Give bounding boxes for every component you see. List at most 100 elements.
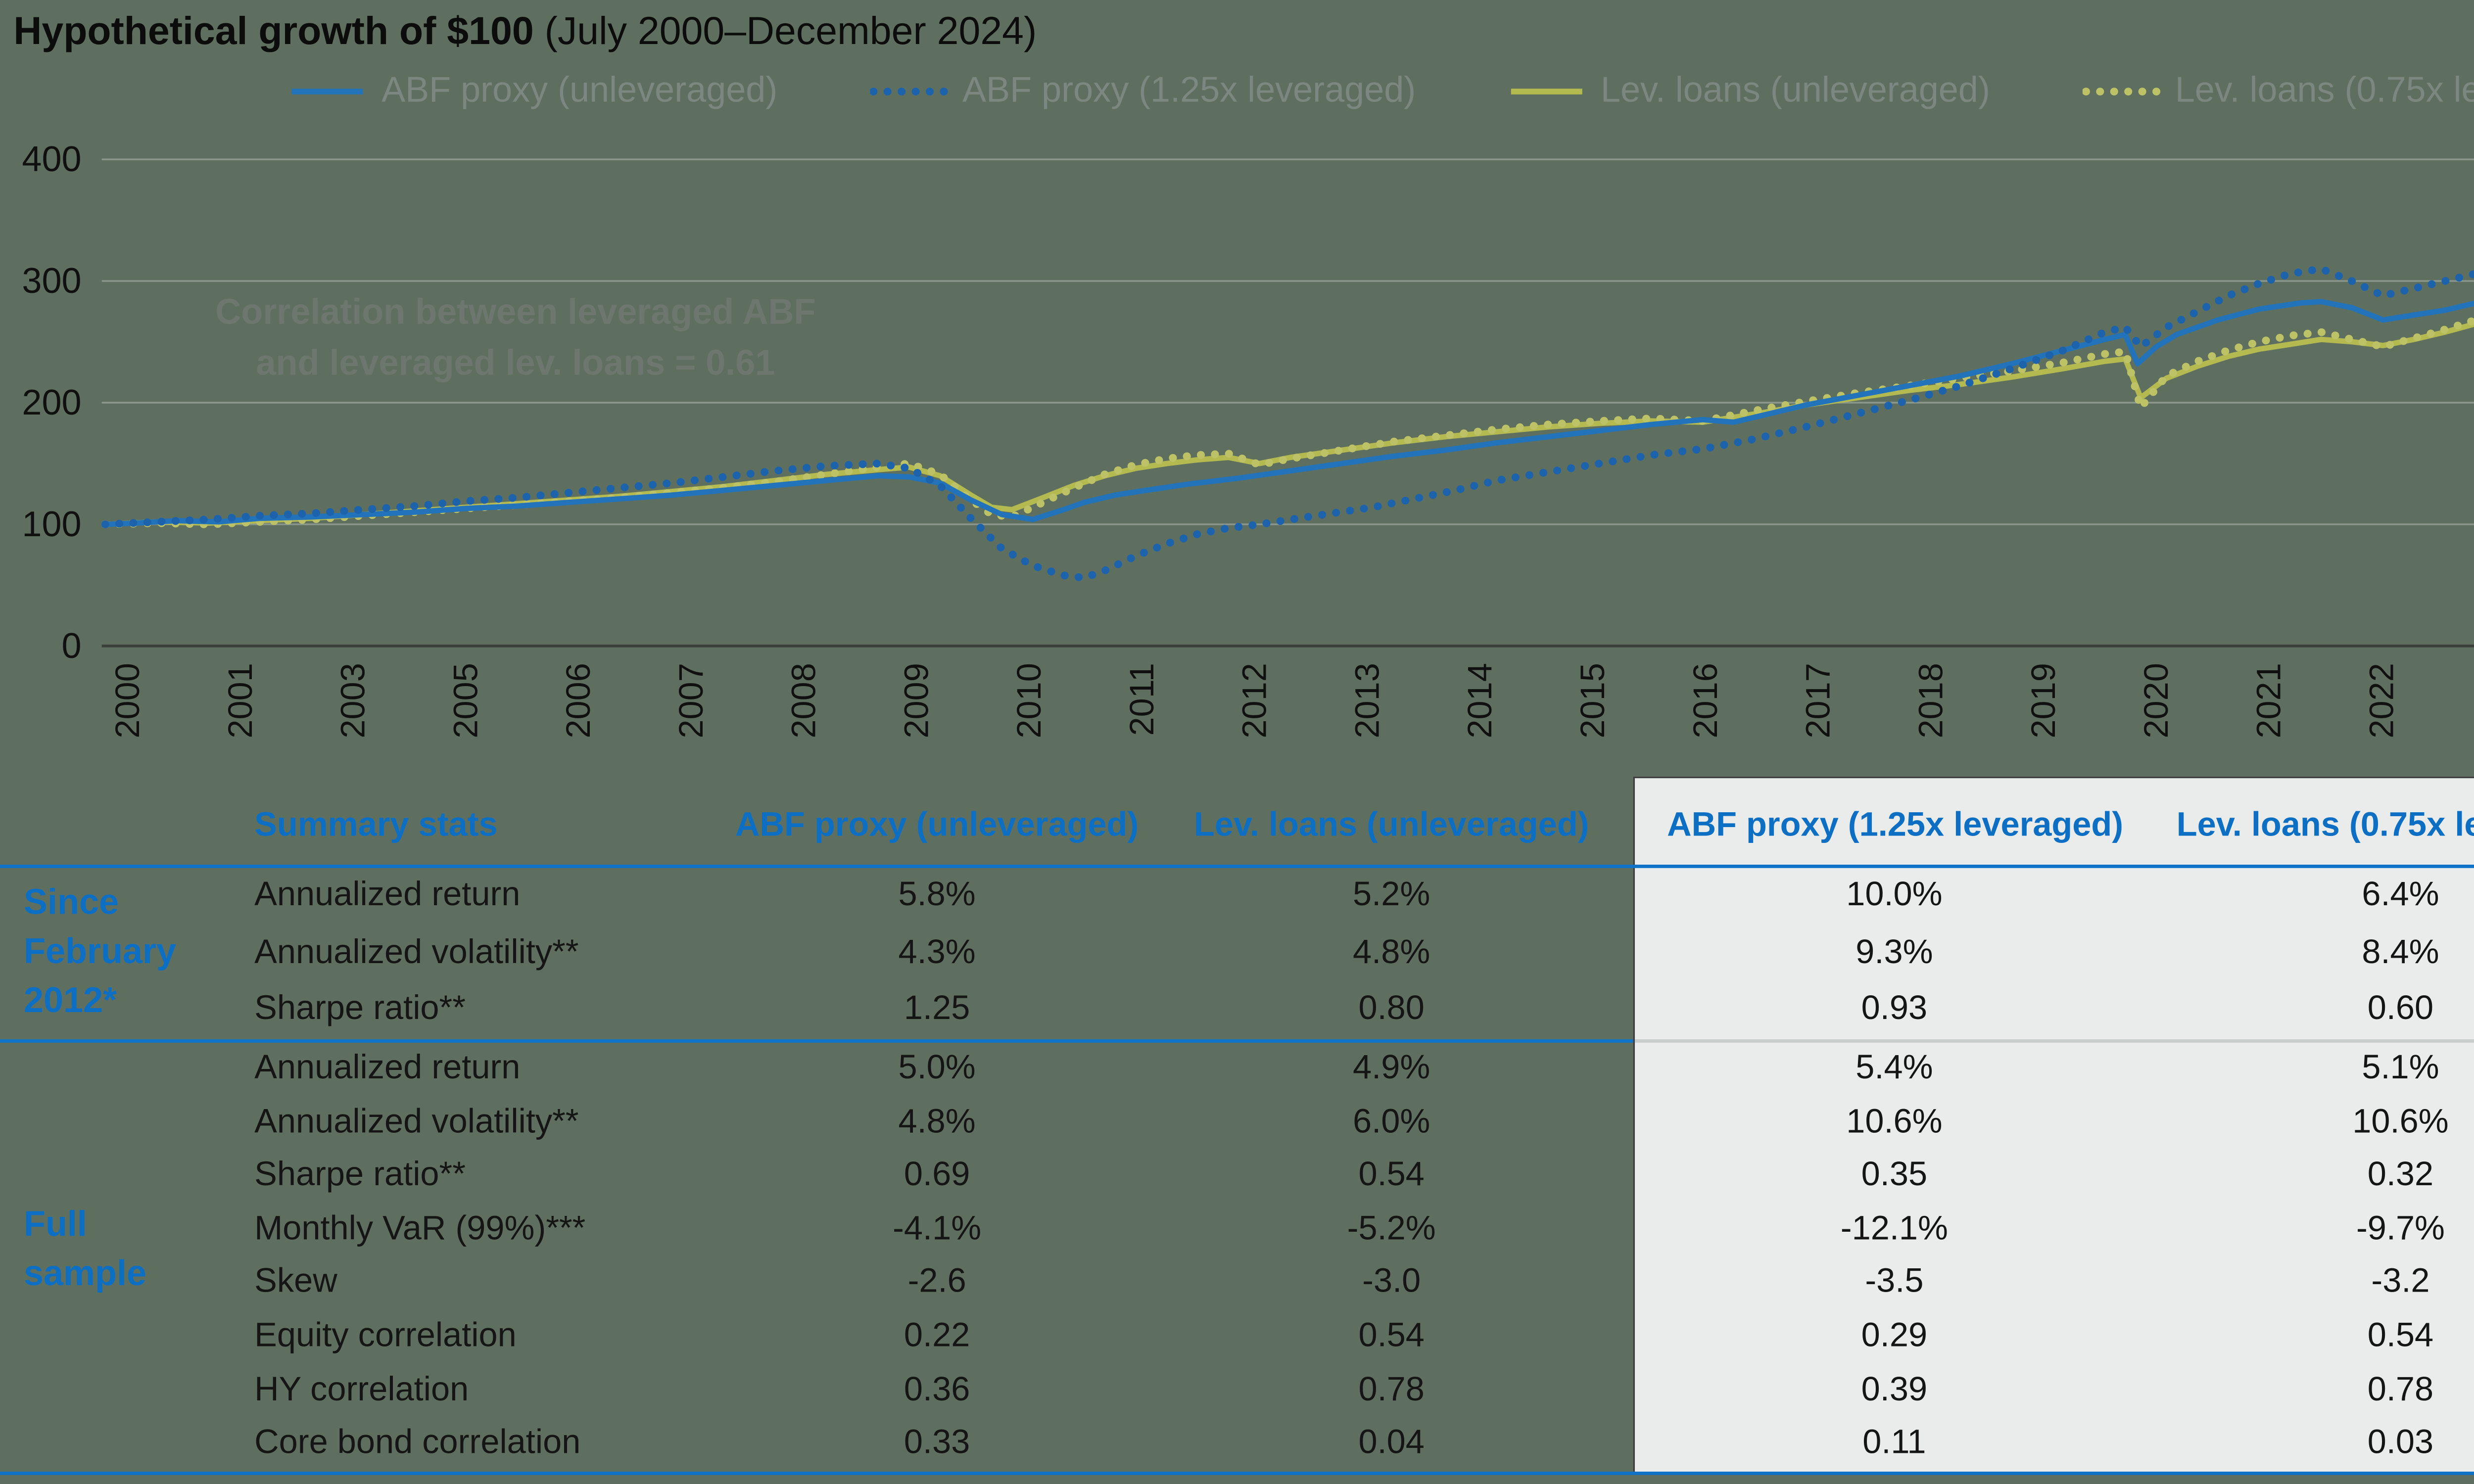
- x-tick-label-2015: 2015: [1573, 663, 1612, 738]
- section-divider-line-in-box: [1635, 1039, 2474, 1043]
- y-tick-label-0: 0: [61, 626, 81, 666]
- chart-title-period: (July 2000–December 2024): [533, 8, 1037, 53]
- stat-value-equity-correlation-col4: 0.54: [2367, 1317, 2434, 1355]
- stat-value-annualized-volatility-col3: 10.6%: [1846, 1103, 1943, 1141]
- stat-value-monthly-var-99-col1: -4.1%: [893, 1210, 982, 1248]
- stat-value-equity-correlation-col1: 0.22: [904, 1317, 970, 1355]
- row-group-label-since-february-2012: Since February 2012*: [23, 883, 177, 1021]
- series-line-abf-proxy-unleveraged: [105, 299, 2474, 527]
- stat-value-sharpe-ratio-col1: 1.25: [904, 990, 970, 1028]
- table-bottom-line: [0, 1471, 2474, 1475]
- stat-value-core-bond-correlation-col4: 0.03: [2367, 1424, 2434, 1462]
- chart-title: Hypothetical growth of $100 (July 2000–D…: [13, 8, 1037, 54]
- stat-row-label-sharpe-ratio: Sharpe ratio**: [254, 990, 466, 1028]
- stat-value-annualized-volatility-col1: 4.3%: [898, 933, 976, 971]
- stat-value-hy-correlation-col3: 0.39: [1861, 1371, 1928, 1408]
- column-header-summary-stats: Summary stats: [254, 807, 498, 844]
- stat-value-annualized-volatility-col3: 9.3%: [1856, 933, 1933, 971]
- stat-value-sharpe-ratio-col3: 0.35: [1861, 1157, 1928, 1194]
- solid-line-sample-icon: [1511, 89, 1582, 94]
- stat-row-label-sharpe-ratio: Sharpe ratio**: [254, 1157, 466, 1194]
- stat-value-annualized-volatility-col2: 6.0%: [1353, 1103, 1430, 1141]
- stat-value-annualized-return-col1: 5.8%: [898, 876, 976, 914]
- legend-label: Lev. loans (unleveraged): [1601, 71, 1990, 110]
- x-tick-label-2020: 2020: [2137, 663, 2175, 738]
- stat-value-sharpe-ratio-col2: 0.80: [1358, 990, 1425, 1028]
- x-tick-label-2017: 2017: [1799, 663, 1837, 738]
- stat-value-equity-correlation-col3: 0.29: [1861, 1317, 1928, 1355]
- series-line-abf-proxy-1-25x-leveraged: [101, 265, 2474, 582]
- legend-item-abf-proxy-unleveraged: ABF proxy (unleveraged): [288, 71, 778, 112]
- correlation-annotation-line1: Correlation between leveraged ABF: [215, 293, 816, 332]
- stat-row-label-core-bond-correlation: Core bond correlation: [254, 1424, 581, 1462]
- x-tick-label-2021: 2021: [2250, 663, 2288, 738]
- stat-row-label-skew: Skew: [254, 1263, 337, 1301]
- x-tick-label-2011: 2011: [1123, 663, 1161, 736]
- x-tick-label-2019: 2019: [2024, 663, 2062, 738]
- stat-value-sharpe-ratio-col1: 0.69: [904, 1157, 970, 1194]
- legend-item-abf-proxy-1-25x-leveraged: ABF proxy (1.25x leveraged): [869, 71, 1416, 112]
- chart-title-main: Hypothetical growth of $100: [13, 8, 534, 53]
- stat-value-core-bond-correlation-col2: 0.04: [1358, 1424, 1425, 1462]
- stat-value-hy-correlation-col2: 0.78: [1358, 1371, 1425, 1408]
- stat-value-sharpe-ratio-col2: 0.54: [1358, 1157, 1425, 1194]
- x-tick-label-2010: 2010: [1010, 663, 1048, 738]
- stat-value-monthly-var-99-col4: -9.7%: [2356, 1210, 2445, 1248]
- correlation-annotation-line2: and leveraged lev. loans = 0.61: [256, 345, 775, 384]
- stat-value-core-bond-correlation-col1: 0.33: [904, 1424, 970, 1462]
- stat-value-monthly-var-99-col2: -5.2%: [1347, 1210, 1436, 1248]
- stat-value-hy-correlation-col4: 0.78: [2367, 1371, 2434, 1408]
- dotted-line-sample-icon: [2082, 88, 2160, 95]
- growth-of-100-chart: 0 100 200 300 400 2000 2001 2003 2005 2006 2007 200…: [22, 139, 2474, 739]
- stat-value-annualized-volatility-col1: 4.8%: [898, 1103, 976, 1141]
- stat-row-label-monthly-var-99: Monthly VaR (99%)***: [254, 1210, 586, 1248]
- stat-value-annualized-volatility-col4: 10.6%: [2352, 1103, 2449, 1141]
- stat-row-label-equity-correlation: Equity correlation: [254, 1317, 517, 1355]
- x-tick-label-2022: 2022: [2362, 663, 2400, 738]
- y-tick-label-300: 300: [22, 261, 81, 301]
- stat-value-skew-col3: -3.5: [1865, 1263, 1924, 1301]
- x-tick-label-2009: 2009: [897, 663, 935, 738]
- x-tick-label-2001: 2001: [221, 663, 259, 738]
- stat-value-sharpe-ratio-col3: 0.93: [1861, 990, 1928, 1028]
- column-header-abf-proxy-1-25x-leveraged: ABF proxy (1.25x leveraged): [1667, 807, 2122, 844]
- stat-value-skew-col1: -2.6: [907, 1263, 966, 1301]
- x-tick-label-2013: 2013: [1348, 663, 1386, 738]
- stat-value-annualized-return-col2: 4.9%: [1353, 1049, 1430, 1087]
- x-tick-label-2000: 2000: [108, 663, 146, 738]
- stat-row-label-hy-correlation: HY correlation: [254, 1371, 469, 1408]
- stat-value-annualized-volatility-col4: 8.4%: [2362, 933, 2439, 971]
- y-tick-label-100: 100: [22, 505, 81, 544]
- legend-label: ABF proxy (unleveraged): [381, 71, 778, 110]
- correlation-annotation: Correlation between leveraged ABF and le…: [195, 288, 836, 392]
- summary-stats-table: Summary stats ABF proxy (unleveraged) Lev.…: [0, 776, 2474, 1479]
- x-tick-label-2018: 2018: [1911, 663, 1950, 738]
- y-tick-label-200: 200: [22, 383, 81, 422]
- x-tick-label-2014: 2014: [1461, 663, 1499, 738]
- legend-item-lev-loans-unleveraged: Lev. loans (unleveraged): [1508, 71, 1990, 112]
- row-group-label-full-sample: Full sample: [23, 1205, 147, 1294]
- stat-value-annualized-return-col3: 10.0%: [1846, 876, 1943, 914]
- legend-item-lev-loans-0-75x-leveraged: Lev. loans (0.75x leveraged): [2082, 71, 2474, 112]
- x-tick-label-2007: 2007: [672, 663, 710, 738]
- chart-legend: ABF proxy (unleveraged) ABF proxy (1.25x …: [102, 71, 2474, 112]
- stat-row-label-annualized-return: Annualized return: [254, 1049, 521, 1087]
- dotted-line-sample-icon: [869, 88, 948, 95]
- stat-value-skew-col2: -3.0: [1362, 1263, 1421, 1301]
- stat-row-label-annualized-volatility: Annualized volatility**: [254, 933, 579, 971]
- y-tick-label-400: 400: [22, 139, 81, 179]
- header-divider-line: [0, 864, 2474, 868]
- solid-line-sample-icon: [291, 89, 363, 94]
- stat-value-sharpe-ratio-col4: 0.32: [2367, 1157, 2434, 1194]
- x-tick-label-2012: 2012: [1236, 663, 1274, 738]
- stat-value-annualized-return-col2: 5.2%: [1353, 876, 1430, 914]
- stat-value-annualized-return-col4: 5.1%: [2362, 1049, 2439, 1087]
- section-divider-line: [0, 1039, 1633, 1043]
- stat-value-core-bond-correlation-col3: 0.11: [1862, 1424, 1926, 1462]
- stat-value-annualized-return-col1: 5.0%: [898, 1049, 976, 1087]
- x-tick-label-2008: 2008: [785, 663, 823, 738]
- stat-value-equity-correlation-col2: 0.54: [1358, 1317, 1425, 1355]
- stat-value-annualized-return-col4: 6.4%: [2362, 876, 2439, 914]
